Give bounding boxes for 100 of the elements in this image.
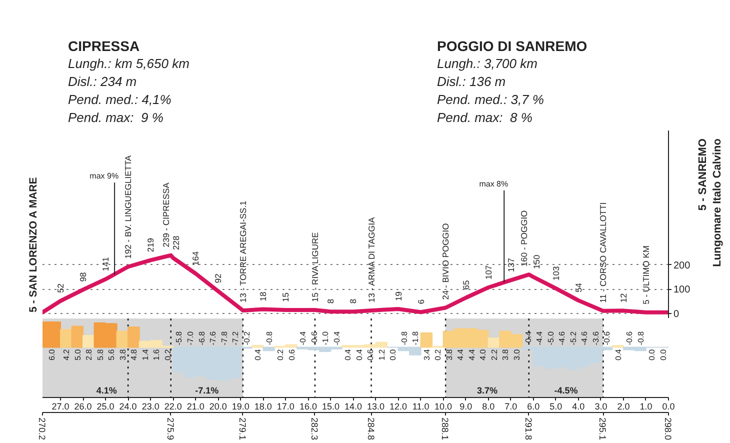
data-label: 5.8 xyxy=(96,348,105,360)
data-label: 0.2 xyxy=(163,348,172,360)
x2-tick-label: 27.0 xyxy=(52,402,70,412)
x2-tick-label: 3.0 xyxy=(594,402,608,412)
x2-tick-label: 25.0 xyxy=(96,402,114,412)
bar xyxy=(60,329,72,348)
data-label: -0.8 xyxy=(264,330,274,346)
data-label: -7.2 xyxy=(231,330,240,346)
data-label: 107 xyxy=(483,265,494,280)
data-label: 228 xyxy=(171,235,182,250)
data-label: 141 xyxy=(100,256,111,272)
data-label: 0.0 xyxy=(658,348,668,360)
data-label: 5 - SAN LORENZO A MARE xyxy=(27,177,40,312)
x2-tick-label: 10.0 xyxy=(434,402,452,412)
data-label: 164 xyxy=(190,251,201,266)
data-label: 0.2 xyxy=(276,348,286,360)
data-label: 5 - ULTIMO KM xyxy=(640,246,651,304)
x2-tick-label: 26.0 xyxy=(74,402,92,412)
x2-tick-label: 4.0 xyxy=(572,402,585,412)
x2-tick-label: 17.0 xyxy=(276,402,294,412)
data-label: 15 xyxy=(280,292,291,302)
annotation: max 9% xyxy=(90,172,119,181)
data-label: 137 xyxy=(506,258,516,272)
x2-tick-label: 6.0 xyxy=(527,402,540,412)
data-label: 2.2 xyxy=(490,348,499,360)
data-label: -7.0 xyxy=(186,330,195,346)
data-label: 11 - CORSO CAVALLOTTI xyxy=(598,202,608,303)
x2-tick-label: 19.0 xyxy=(232,402,250,412)
data-label: -4.6 xyxy=(558,330,567,346)
x-tick-label: 284.8 xyxy=(366,418,376,440)
x2-tick-label: 2.0 xyxy=(617,402,630,412)
data-label: 150 xyxy=(531,254,542,269)
x2-tick-label: 15.0 xyxy=(322,402,340,412)
data-label: 0.6 xyxy=(287,348,296,360)
data-label: 103 xyxy=(550,266,561,280)
x2-tick-label: 16.0 xyxy=(299,402,317,412)
x-tick-label: 270.2 xyxy=(37,418,47,440)
data-label: 1.6 xyxy=(152,348,162,360)
bar xyxy=(71,326,84,348)
data-label: 192 - BV. LINGUEGLIETTA xyxy=(123,154,134,259)
data-label: -7.8 xyxy=(220,330,229,346)
x2-tick-label: 24.0 xyxy=(119,402,137,412)
x2-tick-label: 18.0 xyxy=(254,402,272,412)
data-label: 0.4 xyxy=(344,348,353,360)
data-label: 3.8 xyxy=(118,348,128,360)
x-tick-label: 275.9 xyxy=(165,418,176,440)
data-label: 92 xyxy=(213,273,224,284)
data-label: 3.8 xyxy=(501,348,510,360)
x2-tick-label: 22.0 xyxy=(164,402,182,412)
data-label: 5.6 xyxy=(107,348,116,360)
y-tick-label: 100 xyxy=(674,284,691,296)
bar xyxy=(82,334,95,348)
data-label: 5.0 xyxy=(73,348,82,360)
x-tick-label: 295.1 xyxy=(598,418,608,440)
data-label: 98 xyxy=(78,272,88,282)
data-label: -7.6 xyxy=(208,330,218,346)
data-label: 13 - TORRE AREGAI-SS.1 xyxy=(238,200,248,302)
data-label: 4.0 xyxy=(478,348,488,360)
data-label: -1.0 xyxy=(321,330,330,346)
data-label: 219 xyxy=(146,238,156,252)
data-label: -4.6 xyxy=(580,330,590,346)
data-label: 15 - RIVA LIGURE xyxy=(310,232,320,302)
band-label: -7.1% xyxy=(195,386,219,396)
data-label: 4.2 xyxy=(62,348,72,360)
text: CIPRESSA Lungh.: km 5,650 km Disl.: 234 m Pend. med.: 4,1% Pend. max: 9 % xyxy=(68,37,190,127)
x2-tick-label: 23.0 xyxy=(142,402,160,412)
data-label: -0.6 xyxy=(602,330,612,346)
data-label: 4.4 xyxy=(456,348,466,360)
data-label: -3.6 xyxy=(591,330,600,346)
annotation: max 8% xyxy=(479,179,508,188)
y-tick-label: 0 xyxy=(674,309,680,320)
data-label: -0.4 xyxy=(298,330,308,346)
text: POGGIO DI SANREMO Lungh.: 3,700 km Disl.: 136 m Pend. med.: 3,7 % Pend. max: 8 % xyxy=(437,37,588,127)
data-label: -6.8 xyxy=(197,330,206,346)
data-label: 239 - CIPRESSA xyxy=(160,182,171,248)
x2-tick-label: 8.0 xyxy=(482,402,495,412)
x2-tick-label: 21.0 xyxy=(186,402,204,412)
data-label: 18 xyxy=(258,291,268,302)
x2-tick-label: 12.0 xyxy=(390,402,408,412)
data-label: -5.2 xyxy=(568,330,578,346)
x-tick-label: 291.8 xyxy=(523,418,534,440)
data-label: 6 xyxy=(416,299,426,304)
x2-tick-label: 11.0 xyxy=(412,402,430,412)
x-tick-label: 298.0 xyxy=(663,418,673,440)
band-label: 3.7% xyxy=(476,386,498,396)
data-label: 0.2 xyxy=(434,348,443,360)
data-label: -5.0 xyxy=(546,330,556,346)
band-label: -4.5% xyxy=(554,386,578,396)
data-label: 19 xyxy=(393,291,404,301)
data-label: -4.4 xyxy=(535,330,544,346)
data-label: 52 xyxy=(56,283,66,293)
text: 5 - SANREMO Lungomare Italo Calvino xyxy=(697,138,724,267)
data-label: -1.8 xyxy=(411,330,420,346)
data-label: -0.8 xyxy=(636,330,646,346)
data-label: 0.0 xyxy=(648,348,657,360)
data-label: -0.8 xyxy=(400,330,409,346)
data-label: 8 xyxy=(326,298,336,304)
y-tick-label: 200 xyxy=(674,260,691,272)
x2-tick-label: 7.0 xyxy=(504,402,518,412)
bar xyxy=(128,326,140,348)
